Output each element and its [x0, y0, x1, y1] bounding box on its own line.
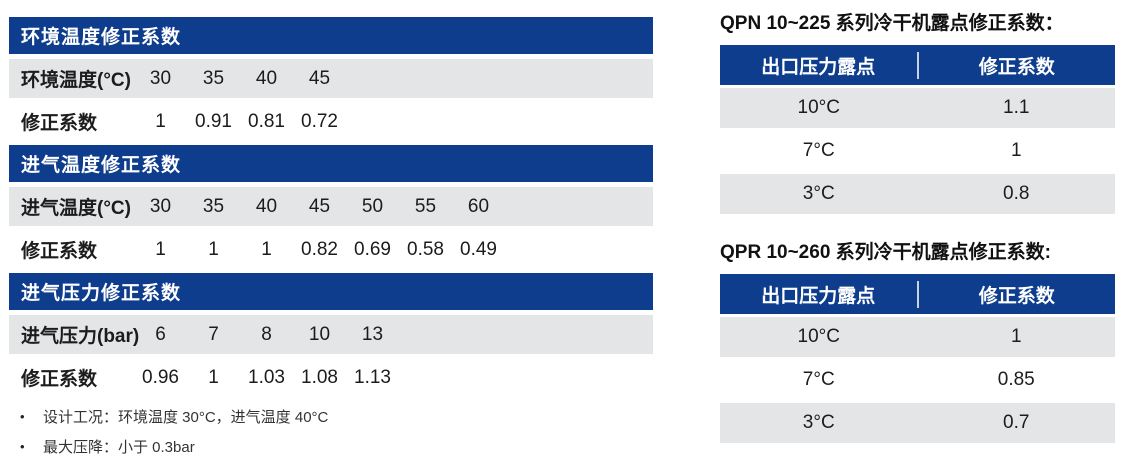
inlet-pressure-table: 进气压力修正系数 进气压力(bar) 6 7 8 10 13 修正系数 0.96… — [9, 273, 653, 397]
column-header: 出口压力露点 — [720, 51, 919, 79]
cell-value: 0.49 — [460, 238, 497, 260]
table-header-row: 出口压力露点 修正系数 — [720, 274, 1115, 314]
row-label: 进气温度(°C) — [21, 198, 131, 219]
table-row: 7°C 0.85 — [720, 360, 1115, 400]
cell-value: 0.96 — [142, 366, 179, 388]
table-row: 3°C 0.7 — [720, 403, 1115, 443]
cell-value: 1.13 — [354, 366, 391, 388]
cell-value: 1.1 — [1003, 97, 1030, 118]
cell-value: 10 — [308, 323, 331, 345]
bullet-icon: • — [20, 409, 25, 424]
inlet-temp-table-title: 进气温度修正系数 — [9, 145, 653, 182]
ambient-temp-table-title: 环境温度修正系数 — [9, 17, 653, 54]
note-text: 最大压降：小于 0.3bar — [43, 439, 195, 456]
column-header: 出口压力露点 — [720, 280, 919, 308]
cell-value: 10°C — [797, 326, 840, 347]
qpn-table-title: QPN 10~225 系列冷干机露点修正系数： — [720, 13, 1064, 34]
cell-value: 55 — [414, 195, 437, 217]
cell-value: 0.7 — [1003, 412, 1030, 433]
cell-value: 0.58 — [407, 238, 444, 260]
correction-tables-panel: 环境温度修正系数 环境温度(°C) 30 35 40 45 修正系数 1 0.9… — [9, 17, 653, 460]
table-row: 7°C 1 — [720, 131, 1115, 171]
cell-value: 60 — [467, 195, 490, 217]
table-row: 10°C 1.1 — [720, 88, 1115, 128]
cell-value: 1.03 — [248, 366, 285, 388]
cell-value: 8 — [261, 323, 272, 345]
cell-value: 35 — [202, 67, 225, 89]
cell-value: 45 — [308, 67, 331, 89]
cell-value: 1 — [1010, 140, 1022, 161]
cell-value: 0.82 — [301, 238, 338, 260]
cell-value: 45 — [308, 195, 331, 217]
table-row: 进气压力(bar) 6 7 8 10 13 — [9, 315, 653, 354]
cell-value: 13 — [361, 323, 384, 345]
cell-value: 0.69 — [354, 238, 391, 260]
table-row: 10°C 1 — [720, 317, 1115, 357]
cell-value: 1 — [208, 238, 219, 260]
row-label: 修正系数 — [21, 113, 98, 134]
table-header-row: 出口压力露点 修正系数 — [720, 45, 1115, 85]
column-header: 修正系数 — [978, 56, 1055, 78]
cell-value: 10°C — [797, 97, 840, 118]
cell-value: 0.72 — [301, 110, 338, 132]
note-text: 设计工况：环境温度 30°C，进气温度 40°C — [43, 409, 329, 426]
cell-value: 30 — [149, 195, 172, 217]
note-max-pressure-drop: • 最大压降：小于 0.3bar — [9, 436, 653, 457]
cell-value: 1 — [155, 238, 166, 260]
column-header: 修正系数 — [978, 285, 1055, 307]
cell-value: 50 — [361, 195, 384, 217]
cell-value: 0.81 — [248, 110, 285, 132]
cell-value: 3°C — [802, 183, 835, 204]
cell-value: 40 — [255, 67, 278, 89]
cell-value: 1 — [208, 366, 219, 388]
cell-value: 1.08 — [301, 366, 338, 388]
cell-value: 1 — [261, 238, 272, 260]
cell-value: 7°C — [802, 140, 835, 161]
row-label: 修正系数 — [21, 369, 98, 390]
table-row: 3°C 0.8 — [720, 174, 1115, 214]
cell-value: 30 — [149, 67, 172, 89]
note-design-conditions: • 设计工况：环境温度 30°C，进气温度 40°C — [9, 406, 653, 427]
cell-value: 6 — [155, 323, 166, 345]
table-row: 修正系数 1 1 1 0.82 0.69 0.58 0.49 — [9, 230, 653, 269]
cell-value: 0.85 — [997, 369, 1035, 390]
inlet-temp-table: 进气温度修正系数 进气温度(°C) 30 35 40 45 50 55 60 修… — [9, 145, 653, 269]
row-label: 修正系数 — [21, 241, 98, 262]
ambient-temp-table: 环境温度修正系数 环境温度(°C) 30 35 40 45 修正系数 1 0.9… — [9, 17, 653, 141]
table-row: 修正系数 1 0.91 0.81 0.72 — [9, 102, 653, 141]
cell-value: 3°C — [802, 412, 835, 433]
qpn-dewpoint-table: 出口压力露点 修正系数 10°C 1.1 7°C 1 3°C 0.8 — [720, 45, 1115, 214]
table-row: 环境温度(°C) 30 35 40 45 — [9, 59, 653, 98]
cell-value: 35 — [202, 195, 225, 217]
table-row: 修正系数 0.96 1 1.03 1.08 1.13 — [9, 358, 653, 397]
table-row: 进气温度(°C) 30 35 40 45 50 55 60 — [9, 187, 653, 226]
row-label: 进气压力(bar) — [21, 326, 140, 347]
qpr-table-title: QPR 10~260 系列冷干机露点修正系数: — [720, 242, 1051, 263]
row-label: 环境温度(°C) — [21, 70, 131, 91]
cell-value: 1 — [155, 110, 166, 132]
dewpoint-tables-panel: QPN 10~225 系列冷干机露点修正系数： 出口压力露点 修正系数 10°C… — [720, 14, 1115, 446]
cell-value: 1 — [1010, 326, 1022, 347]
cell-value: 7°C — [802, 369, 835, 390]
cell-value: 0.8 — [1003, 183, 1030, 204]
qpr-dewpoint-table: 出口压力露点 修正系数 10°C 1 7°C 0.85 3°C 0.7 — [720, 274, 1115, 443]
cell-value: 0.91 — [195, 110, 232, 132]
footnotes: • 设计工况：环境温度 30°C，进气温度 40°C • 最大压降：小于 0.3… — [9, 406, 653, 457]
bullet-icon: • — [20, 439, 25, 454]
inlet-pressure-table-title: 进气压力修正系数 — [9, 273, 653, 310]
cell-value: 40 — [255, 195, 278, 217]
cell-value: 7 — [208, 323, 219, 345]
